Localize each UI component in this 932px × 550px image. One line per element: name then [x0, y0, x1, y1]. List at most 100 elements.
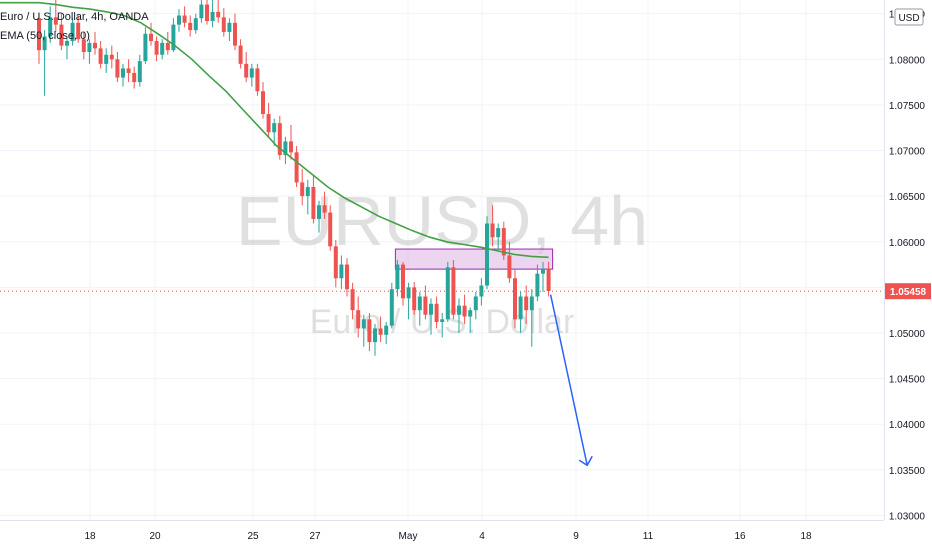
candle [182, 6, 187, 28]
forecast-arrow[interactable] [549, 294, 593, 467]
candle-body [109, 54, 114, 60]
ema-line [0, 1, 549, 259]
candle [87, 39, 92, 64]
time-axis-bg [0, 520, 932, 550]
candle [121, 63, 125, 87]
candle [210, 0, 215, 28]
candle-body [373, 328, 377, 343]
candle [272, 118, 277, 146]
candle [76, 15, 81, 43]
candle [65, 36, 69, 60]
candle-body [199, 4, 204, 19]
x-tick-label: 27 [309, 531, 321, 542]
candle-body [137, 61, 142, 83]
y-tick-label: 1.07500 [889, 101, 926, 112]
time-axis[interactable]: 18 20 25 27 May 4 9 11 16 18 [0, 520, 932, 550]
candle [37, 13, 41, 64]
candle [227, 18, 232, 42]
candle-body [445, 267, 450, 320]
candle-body [160, 42, 165, 55]
candle-body [165, 42, 170, 51]
candle-body [412, 287, 417, 311]
candle [501, 221, 506, 260]
candle [389, 282, 394, 329]
candle [199, 0, 204, 23]
legend-title: Euro / U.S. Dollar, 4h, OANDA [0, 11, 149, 23]
candle-body [384, 325, 389, 335]
candle [451, 260, 456, 320]
candle [81, 31, 86, 60]
candle [238, 39, 243, 69]
watermark-symbol: EURUSD, 4h [236, 182, 648, 260]
candle [188, 15, 193, 37]
candle-body [238, 45, 243, 64]
candle-body [524, 296, 529, 311]
candle-body [440, 319, 445, 323]
candle [378, 316, 383, 343]
candle-body [233, 22, 237, 46]
candle [350, 282, 355, 320]
candle-body [182, 15, 187, 23]
candle-body [339, 264, 344, 279]
candle-body [529, 296, 534, 311]
candle-body [171, 24, 176, 51]
candle [518, 291, 523, 333]
candle-body [546, 269, 551, 292]
candle [171, 18, 176, 52]
candle-body [87, 42, 92, 52]
candle [462, 294, 467, 324]
candle [98, 41, 103, 69]
chart-grid [0, 0, 884, 520]
candle-body [53, 17, 58, 25]
y-tick-label: 1.03000 [889, 511, 926, 522]
candle-body [42, 36, 47, 51]
price-axis[interactable]: 1.030001.035001.040001.045001.050001.055… [884, 0, 932, 550]
last-price-tag-bg [885, 283, 931, 300]
candle-body [473, 296, 478, 311]
candle-body [37, 18, 41, 51]
legend-indicator: EMA (50, close, 0) [0, 30, 90, 42]
arrow-shaft [549, 294, 588, 466]
candle [417, 291, 422, 326]
candle [154, 36, 159, 62]
candle-body [221, 17, 226, 32]
zone-rect[interactable] [394, 248, 554, 270]
candle [541, 261, 545, 292]
candle [529, 289, 534, 347]
currency-badge[interactable]: USD [894, 8, 924, 26]
candle-body [227, 22, 232, 32]
candle-body [367, 319, 372, 343]
candle [165, 31, 170, 55]
y-tick-label: 1.05000 [889, 329, 926, 340]
candle-body [423, 296, 428, 315]
candle-body [277, 123, 282, 156]
candle [109, 45, 114, 69]
last-price-tag-label: 1.05458 [890, 287, 927, 298]
candle-body [462, 305, 467, 317]
candle-body [406, 287, 411, 299]
candle [423, 285, 428, 320]
candle-body [261, 91, 265, 115]
candle-body [333, 246, 338, 279]
candle-body [378, 328, 383, 335]
candle-body [266, 114, 271, 133]
x-tick-label: May [399, 531, 418, 542]
resistance-zone[interactable] [394, 248, 554, 270]
candle-body [507, 255, 512, 279]
candle [361, 314, 366, 347]
candle-body [132, 72, 137, 83]
candle [317, 200, 321, 233]
candle [261, 82, 265, 119]
candle [255, 63, 260, 96]
candle-body [177, 15, 181, 25]
candle [524, 285, 529, 324]
candle [48, 6, 53, 43]
x-tick-label: 18 [84, 531, 96, 542]
candle [143, 27, 148, 64]
candle [221, 8, 226, 37]
candle-body [356, 310, 361, 329]
y-tick-label: 1.04000 [889, 420, 926, 431]
candle [395, 260, 400, 297]
candle [401, 261, 405, 306]
